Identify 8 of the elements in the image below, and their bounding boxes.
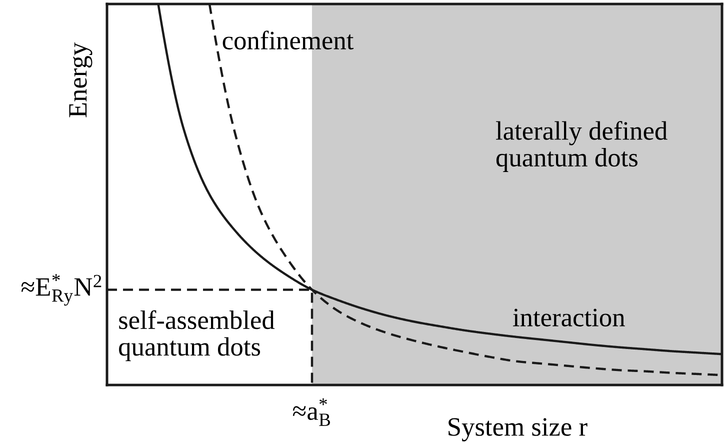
y-axis-title: Energy [69,42,92,118]
series-label: confinement [222,30,354,50]
text: ≈E$^{*}$$_{Ry}$N$^{2}$ [21,274,102,306]
x-axis-title: System size r [448,418,588,442]
series-label: interaction [513,308,625,326]
text: ≈a$^{*}$$_{B}$ [292,398,330,426]
annotation: self-assembled quantum dots [119,310,275,362]
series-label: laterally defined quantum dots [496,121,668,172]
